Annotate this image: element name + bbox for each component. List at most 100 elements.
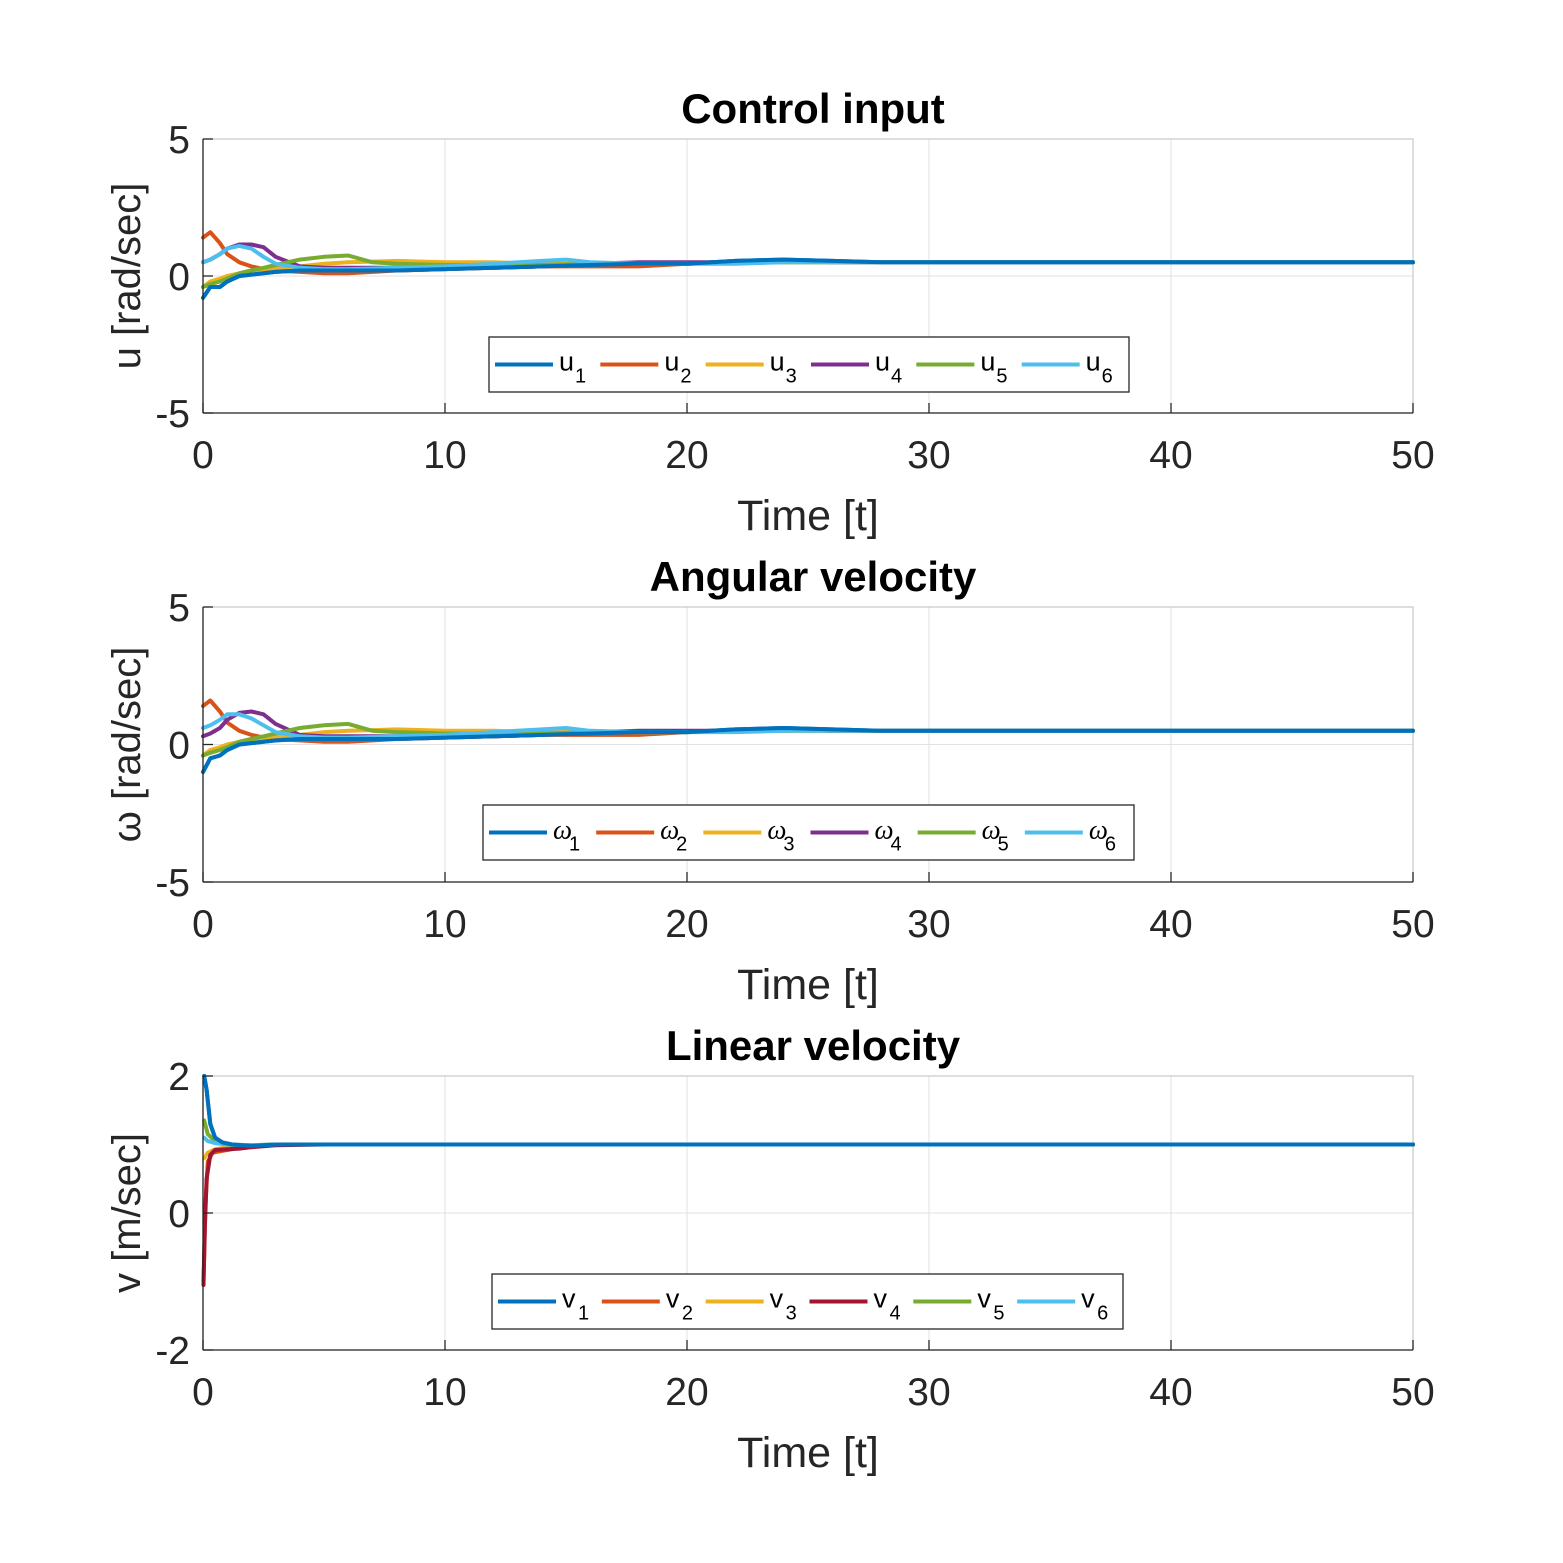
x-tick-label: 10 — [423, 903, 466, 946]
series-line-1-top — [201, 257, 1415, 300]
x-tick-label: 10 — [423, 434, 466, 477]
x-tick-label: 40 — [1149, 1371, 1192, 1414]
x-tick-label: 40 — [1149, 903, 1192, 946]
y-tick-label: 2 — [168, 1056, 190, 1099]
legend-label: u — [980, 347, 995, 377]
y-tick-label: 5 — [168, 587, 190, 630]
legend-label-subscript: 6 — [1097, 1303, 1108, 1325]
x-tick-label: 0 — [192, 434, 214, 477]
x-tick-label: 50 — [1391, 434, 1434, 477]
legend-label-subscript: 1 — [575, 366, 586, 388]
legend-label-subscript: 5 — [993, 1303, 1004, 1325]
x-tick-label: 40 — [1149, 434, 1192, 477]
legend-entry-2: ω2 — [596, 815, 687, 856]
legend-label: ω — [875, 815, 894, 845]
legend-label: u — [875, 347, 890, 377]
legend-label: ω — [1089, 815, 1108, 845]
legend-label: ω — [553, 815, 572, 845]
legend-label-subscript: 2 — [680, 366, 691, 388]
series-line-1-top — [202, 1074, 1415, 1148]
legend-label: v — [770, 1284, 784, 1314]
legend-label: u — [664, 347, 679, 377]
legend-label: u — [770, 347, 785, 377]
legend-label: u — [1086, 347, 1101, 377]
x-tick-label: 20 — [665, 903, 708, 946]
x-axis-label: Time [t] — [737, 1429, 879, 1477]
x-tick-label: 30 — [907, 1371, 950, 1414]
legend-label: ω — [767, 815, 786, 845]
y-tick-label: 0 — [168, 1193, 190, 1236]
chart-title: Angular velocity — [650, 553, 977, 600]
x-axis-label: Time [t] — [737, 961, 879, 1009]
y-tick-label: -5 — [155, 393, 190, 436]
x-tick-label: 30 — [907, 903, 950, 946]
chart-title: Linear velocity — [666, 1022, 961, 1069]
x-tick-label: 30 — [907, 434, 950, 477]
legend-label-subscript: 3 — [786, 366, 797, 388]
legend-entry-1: ω1 — [489, 815, 580, 856]
legend-label-subscript: 6 — [1102, 366, 1113, 388]
legend-entry-4: ω4 — [810, 815, 902, 856]
y-tick-label: -2 — [155, 1330, 190, 1373]
legend-label-subscript: 4 — [891, 366, 902, 388]
x-tick-label: 20 — [665, 1371, 708, 1414]
legend-label-subscript: 4 — [891, 834, 902, 856]
legend-label: v — [1081, 1284, 1095, 1314]
legend-label: ω — [660, 815, 679, 845]
y-tick-label: 0 — [168, 256, 190, 299]
legend-label: ω — [982, 815, 1001, 845]
legend-label-subscript: 2 — [676, 834, 687, 856]
legend-label-subscript: 1 — [578, 1303, 589, 1325]
legend-label: v — [666, 1284, 680, 1314]
legend-label: v — [874, 1284, 888, 1314]
legend-label-subscript: 5 — [996, 366, 1007, 388]
legend-label-subscript: 2 — [682, 1303, 693, 1325]
y-tick-label: 5 — [168, 119, 190, 162]
legend-label-subscript: 1 — [569, 834, 580, 856]
legend-label: u — [559, 347, 574, 377]
chart-title: Control input — [681, 85, 945, 132]
x-tick-label: 20 — [665, 434, 708, 477]
y-axis-label: u [rad/sec] — [105, 183, 149, 370]
x-tick-label: 0 — [192, 1371, 214, 1414]
x-tick-label: 50 — [1391, 1371, 1434, 1414]
y-tick-label: 0 — [168, 725, 190, 768]
legend-entry-5: ω5 — [917, 815, 1009, 856]
x-tick-label: 10 — [423, 1371, 466, 1414]
legend-entry-3: ω3 — [703, 815, 794, 856]
legend-label-subscript: 5 — [998, 834, 1009, 856]
x-axis-label: Time [t] — [737, 492, 879, 540]
x-tick-label: 50 — [1391, 903, 1434, 946]
legend-label: v — [562, 1284, 576, 1314]
legend-label-subscript: 3 — [786, 1303, 797, 1325]
legend-entry-6: ω6 — [1024, 815, 1116, 856]
y-tick-label: -5 — [155, 862, 190, 905]
legend-label: v — [977, 1284, 991, 1314]
legend: ω1 ω2 ω3 ω4 ω5 ω6 — [482, 804, 1135, 861]
y-axis-label: v [m/sec] — [105, 1133, 149, 1293]
legend-label-subscript: 4 — [890, 1303, 901, 1325]
legend-label-subscript: 3 — [783, 834, 794, 856]
legend-label-subscript: 6 — [1105, 834, 1116, 856]
y-axis-label: ω [rad/sec] — [105, 647, 149, 843]
series-line-1-top — [201, 726, 1415, 774]
x-tick-label: 0 — [192, 903, 214, 946]
